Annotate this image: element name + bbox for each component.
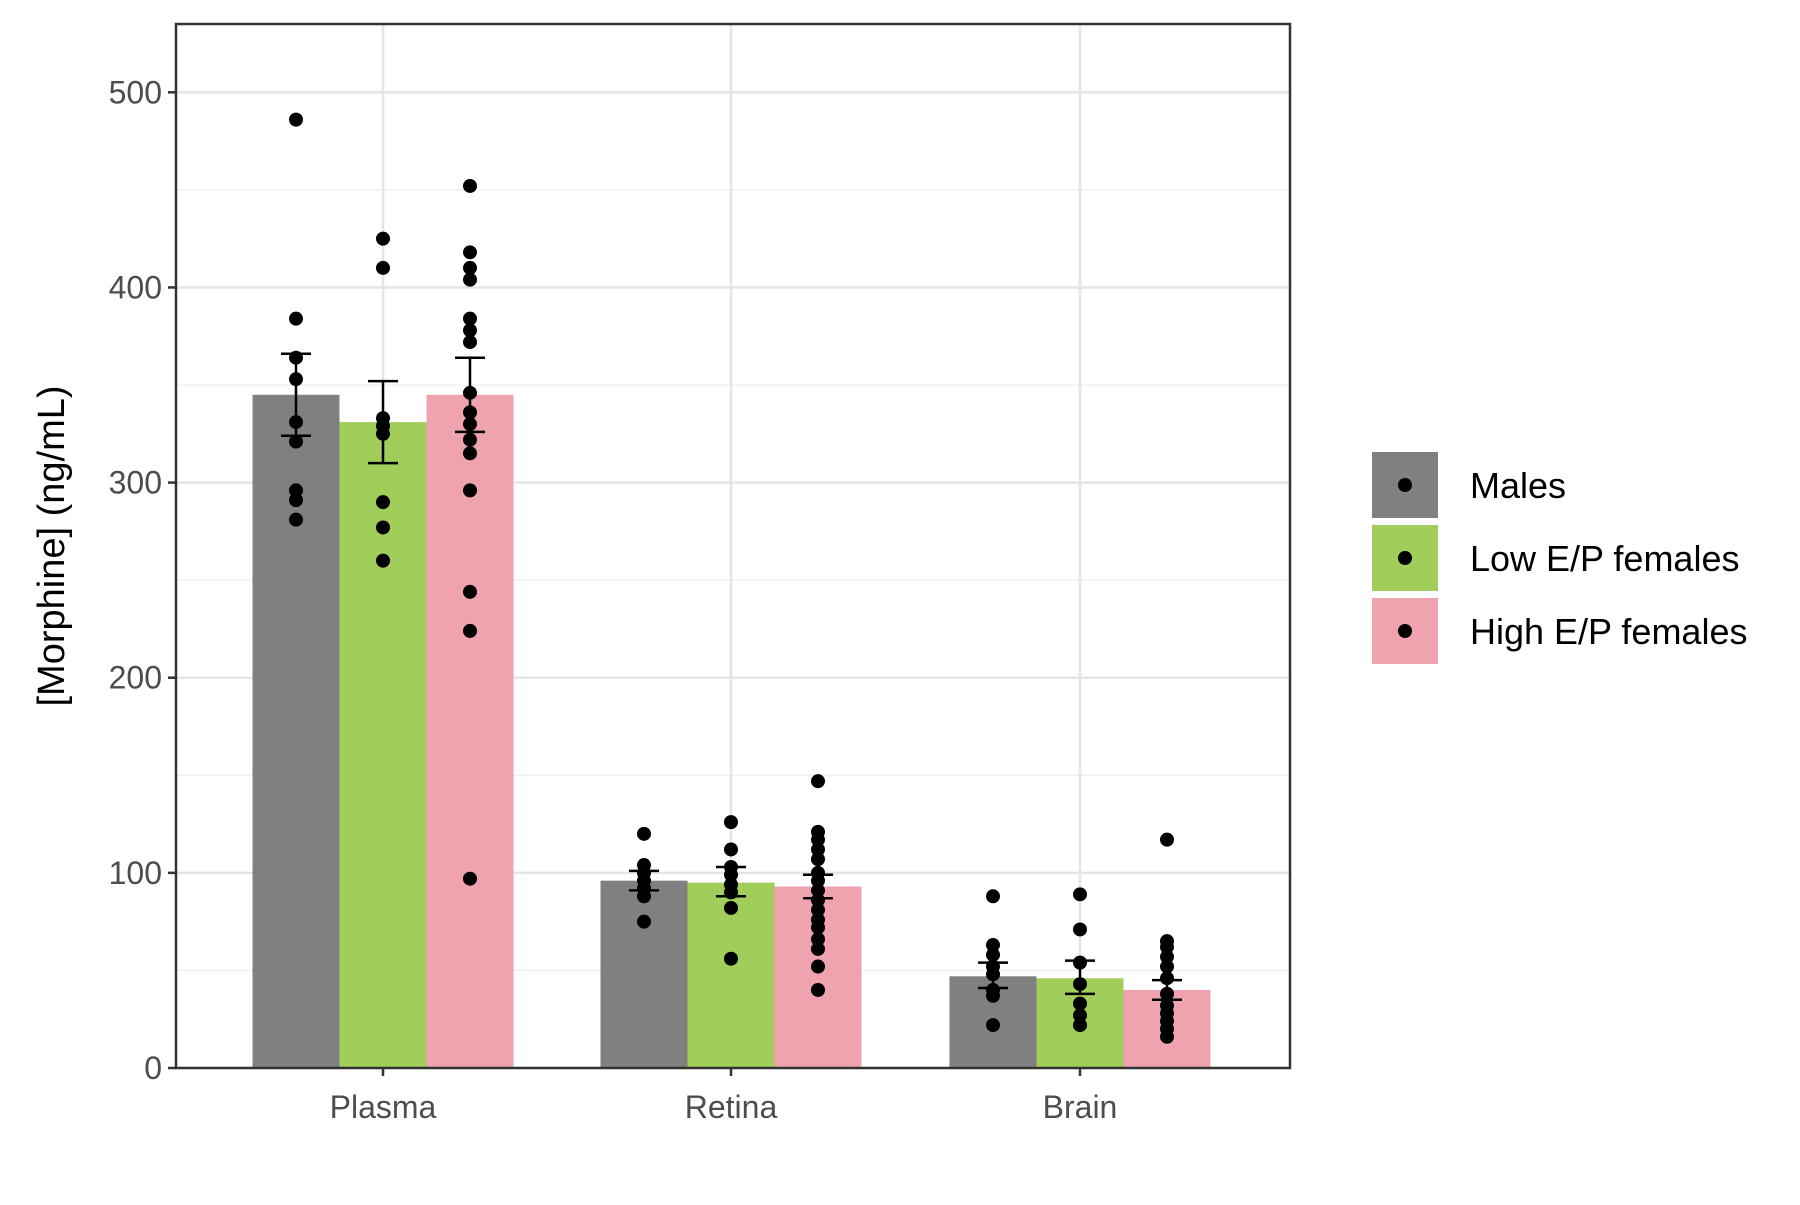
x-tick-label: Retina (685, 1089, 778, 1125)
data-point (637, 914, 651, 929)
data-point (1160, 949, 1174, 964)
data-point (986, 938, 1000, 953)
data-point (811, 902, 825, 917)
data-point (1073, 887, 1087, 902)
data-point (724, 867, 738, 882)
data-point (289, 434, 303, 449)
data-point (1073, 1008, 1087, 1023)
data-point (289, 512, 303, 527)
data-point (376, 231, 390, 246)
data-point (376, 260, 390, 275)
data-point (1160, 959, 1174, 974)
data-point (289, 493, 303, 508)
legend-label: High E/P females (1470, 611, 1747, 652)
legend-label: Low E/P females (1470, 538, 1739, 579)
data-point (463, 178, 477, 193)
data-point (637, 889, 651, 904)
data-point (724, 885, 738, 900)
legend-label: Males (1470, 465, 1566, 506)
y-tick-label: 500 (109, 74, 162, 110)
data-point (289, 372, 303, 387)
data-point (1160, 940, 1174, 955)
data-point (376, 495, 390, 510)
y-axis-title: [Morphine] (ng/mL) (31, 385, 73, 706)
y-tick-label: 0 (144, 1050, 162, 1086)
data-point (811, 982, 825, 997)
data-point (463, 417, 477, 432)
data-point (376, 426, 390, 441)
data-point (463, 311, 477, 326)
data-point (724, 815, 738, 830)
data-point (811, 920, 825, 935)
data-point (289, 483, 303, 498)
y-tick-label: 300 (109, 465, 162, 501)
data-point (986, 988, 1000, 1003)
data-point (811, 883, 825, 898)
data-point (463, 272, 477, 287)
data-point (811, 959, 825, 974)
data-point (463, 446, 477, 461)
y-tick-label: 100 (109, 855, 162, 891)
data-point (463, 405, 477, 420)
data-point (463, 584, 477, 599)
data-point (463, 323, 477, 338)
data-point (986, 889, 1000, 904)
data-point (724, 842, 738, 857)
data-point (811, 873, 825, 888)
x-tick-label: Brain (1043, 1089, 1118, 1125)
data-point (289, 415, 303, 430)
data-point (724, 951, 738, 966)
data-point (811, 932, 825, 947)
data-point (724, 900, 738, 915)
data-point (811, 832, 825, 847)
data-point (289, 350, 303, 365)
data-point (1073, 1018, 1087, 1033)
y-tick-label: 400 (109, 269, 162, 305)
data-point (463, 260, 477, 275)
bar-high-e-p-females-plasma (426, 394, 514, 1068)
data-point (1160, 986, 1174, 1001)
data-point (986, 947, 1000, 962)
data-point (463, 385, 477, 400)
plot-border (174, 22, 1292, 1070)
data-point (289, 311, 303, 326)
data-point (1073, 977, 1087, 992)
data-point (463, 483, 477, 498)
data-point (1073, 955, 1087, 970)
data-point (986, 967, 1000, 982)
data-point (1073, 996, 1087, 1011)
legend-key-dot (1398, 478, 1412, 492)
data-point (986, 1018, 1000, 1033)
data-point (811, 852, 825, 867)
data-point (463, 335, 477, 350)
data-point (811, 893, 825, 908)
data-point (1073, 922, 1087, 937)
data-point (637, 826, 651, 841)
x-tick-label: Plasma (330, 1089, 437, 1125)
data-point (463, 245, 477, 260)
data-point (376, 553, 390, 568)
data-point (1160, 971, 1174, 986)
data-point (811, 941, 825, 956)
bar-low-e-p-females-plasma (339, 422, 427, 1069)
data-point (1160, 1029, 1174, 1044)
data-point (811, 842, 825, 857)
data-point (376, 520, 390, 535)
legend-key-dot (1398, 624, 1412, 638)
legend-key-dot (1398, 551, 1412, 565)
data-point (289, 112, 303, 127)
bar-males-retina (600, 880, 688, 1068)
data-point (1160, 832, 1174, 847)
data-point (811, 774, 825, 789)
y-tick-label: 200 (109, 660, 162, 696)
data-point (463, 623, 477, 638)
data-point (463, 432, 477, 447)
data-point (463, 871, 477, 886)
